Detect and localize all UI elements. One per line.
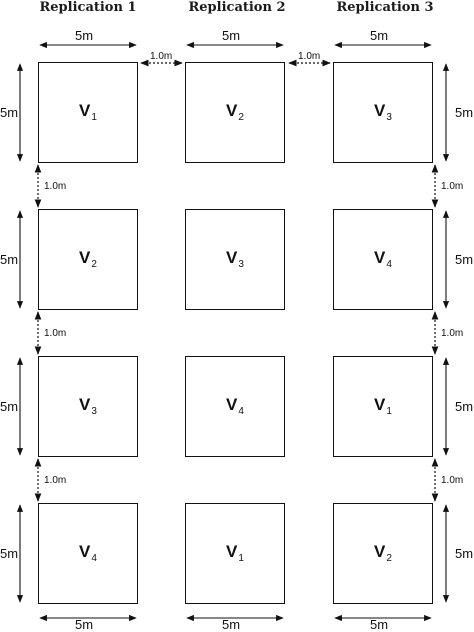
replication-title-3: Replication 3 — [336, 0, 434, 15]
bottom-width-label-2: 5m — [222, 617, 241, 632]
plot-r1-c3: V3 — [333, 62, 433, 163]
plot-r4-c3: V2 — [333, 503, 433, 604]
variety-label: V1 — [334, 394, 432, 416]
variety-letter: V — [374, 247, 386, 267]
variety-letter: V — [226, 100, 238, 120]
bottom-width-label-1: 5m — [75, 617, 94, 632]
variety-label: V1 — [186, 541, 284, 563]
variety-label: V3 — [39, 394, 137, 416]
variety-number: 3 — [238, 258, 244, 270]
variety-label: V3 — [186, 247, 284, 269]
variety-number: 1 — [238, 552, 244, 564]
plot-r4-c1: V4 — [38, 503, 138, 604]
variety-letter: V — [226, 394, 238, 414]
gap-label-rep2-rep3: 1.0m — [298, 51, 321, 62]
variety-number: 4 — [91, 552, 97, 564]
variety-letter: V — [226, 247, 238, 267]
plot-r2-c1: V2 — [38, 209, 138, 310]
plot-r2-c2: V3 — [185, 209, 285, 310]
plot-r3-c1: V3 — [38, 356, 138, 457]
variety-number: 3 — [91, 405, 97, 417]
gap-label-left-3: 1.0m — [44, 475, 67, 486]
variety-letter: V — [226, 541, 238, 561]
plot-r4-c2: V1 — [185, 503, 285, 604]
variety-number: 1 — [386, 405, 392, 417]
left-height-label-3: 5m — [0, 399, 19, 414]
variety-number: 4 — [386, 258, 392, 270]
left-height-label-2: 5m — [0, 252, 19, 267]
plot-r3-c3: V1 — [333, 356, 433, 457]
variety-label: V2 — [186, 100, 284, 122]
gap-label-right-1: 1.0m — [441, 181, 464, 192]
variety-label: V4 — [186, 394, 284, 416]
plot-r2-c3: V4 — [333, 209, 433, 310]
plot-r3-c2: V4 — [185, 356, 285, 457]
variety-letter: V — [79, 394, 91, 414]
variety-number: 4 — [238, 405, 244, 417]
right-height-label-2: 5m — [455, 252, 474, 267]
variety-number: 2 — [238, 111, 244, 123]
gap-label-right-3: 1.0m — [441, 475, 464, 486]
right-height-label-4: 5m — [455, 546, 474, 561]
variety-label: V4 — [39, 541, 137, 563]
variety-label: V2 — [334, 541, 432, 563]
variety-number: 1 — [91, 111, 97, 123]
variety-label: V2 — [39, 247, 137, 269]
variety-letter: V — [374, 541, 386, 561]
variety-label: V4 — [334, 247, 432, 269]
variety-letter: V — [374, 394, 386, 414]
variety-letter: V — [374, 100, 386, 120]
left-height-label-4: 5m — [0, 546, 19, 561]
variety-letter: V — [79, 541, 91, 561]
right-height-label-1: 5m — [455, 105, 474, 120]
gap-label-left-1: 1.0m — [44, 181, 67, 192]
variety-number: 2 — [386, 552, 392, 564]
plot-r1-c1: V1 — [38, 62, 138, 163]
gap-label-rep1-rep2: 1.0m — [150, 51, 173, 62]
plot-r1-c2: V2 — [185, 62, 285, 163]
top-width-label-2: 5m — [222, 28, 241, 43]
variety-number: 3 — [386, 111, 392, 123]
right-height-label-3: 5m — [455, 399, 474, 414]
replication-title-2: Replication 2 — [188, 0, 286, 15]
variety-letter: V — [79, 100, 91, 120]
gap-label-left-2: 1.0m — [44, 328, 67, 339]
variety-label: V3 — [334, 100, 432, 122]
replication-title-1: Replication 1 — [39, 0, 137, 15]
variety-letter: V — [79, 247, 91, 267]
variety-number: 2 — [91, 258, 97, 270]
bottom-width-label-3: 5m — [370, 617, 389, 632]
gap-label-right-2: 1.0m — [441, 328, 464, 339]
top-width-label-1: 5m — [75, 28, 94, 43]
variety-label: V1 — [39, 100, 137, 122]
left-height-label-1: 5m — [0, 105, 19, 120]
top-width-label-3: 5m — [370, 28, 389, 43]
